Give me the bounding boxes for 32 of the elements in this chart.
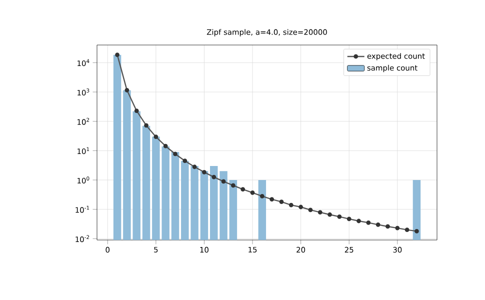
point [298,204,303,210]
point [144,123,148,128]
point [337,214,342,219]
point [182,158,188,164]
point [231,183,236,188]
point [173,152,178,156]
point [212,174,216,180]
point [202,170,206,174]
point [260,194,264,198]
point [288,202,294,208]
point [346,216,352,222]
point [240,187,246,192]
point [134,108,139,114]
point [163,144,168,148]
point [318,210,322,215]
point [366,220,371,225]
point [404,228,410,232]
point [250,190,255,195]
point [279,200,284,204]
point [270,197,274,202]
point [395,226,400,230]
point [328,212,332,217]
point [192,164,197,170]
point [356,218,361,224]
point [115,52,120,58]
point [308,208,313,212]
point [221,179,226,184]
point [386,224,390,229]
point [124,88,130,92]
point [414,228,419,234]
point [154,134,158,140]
point [376,222,380,227]
